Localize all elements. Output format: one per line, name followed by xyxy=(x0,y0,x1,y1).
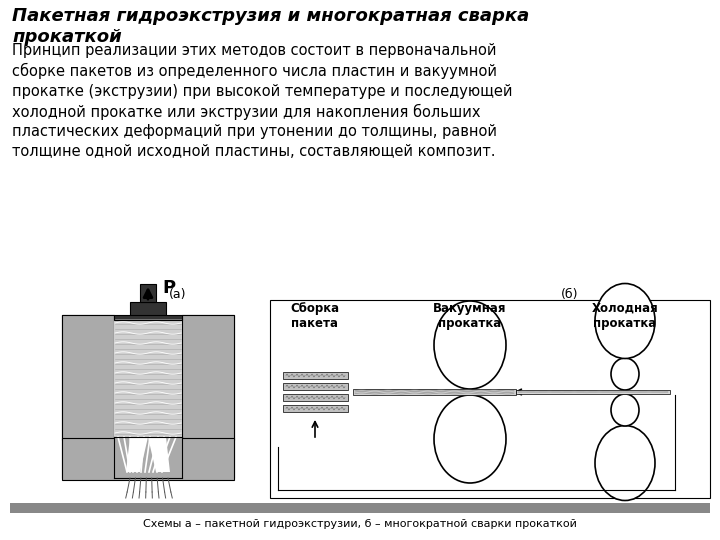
Ellipse shape xyxy=(434,301,506,389)
Ellipse shape xyxy=(611,358,639,390)
Bar xyxy=(283,394,348,401)
Text: (б): (б) xyxy=(562,288,579,301)
Text: (а): (а) xyxy=(169,288,186,301)
Bar xyxy=(62,315,114,478)
Bar xyxy=(283,383,348,390)
Bar xyxy=(140,284,156,302)
Text: Принцип реализации этих методов состоит в первоначальной
сборке пакетов из опред: Принцип реализации этих методов состоит … xyxy=(12,43,513,159)
Bar xyxy=(182,315,234,440)
Bar xyxy=(62,315,114,440)
Bar xyxy=(270,300,710,498)
Ellipse shape xyxy=(611,394,639,426)
Ellipse shape xyxy=(595,284,655,359)
Text: Сборка
пакета: Сборка пакета xyxy=(290,302,340,330)
Bar xyxy=(10,503,710,513)
Text: P: P xyxy=(162,279,175,297)
Bar xyxy=(283,372,348,379)
Bar xyxy=(130,302,166,317)
Polygon shape xyxy=(148,437,170,472)
Text: Вакуумная
прокатка: Вакуумная прокатка xyxy=(433,302,507,330)
Bar xyxy=(283,405,348,412)
Polygon shape xyxy=(126,437,148,472)
Text: Схемы а – пакетной гидроэкструзии, б – многократной сварки прокаткой: Схемы а – пакетной гидроэкструзии, б – м… xyxy=(143,519,577,529)
Ellipse shape xyxy=(434,395,506,483)
Ellipse shape xyxy=(595,426,655,501)
Bar xyxy=(114,315,182,320)
Polygon shape xyxy=(114,437,182,478)
Bar xyxy=(62,438,234,480)
Bar xyxy=(114,317,182,437)
Text: Холодная
прокатка: Холодная прокатка xyxy=(592,302,658,330)
Bar xyxy=(182,315,234,478)
Bar xyxy=(516,390,670,394)
Text: Пакетная гидроэкструзия и многократная сварка
прокаткой: Пакетная гидроэкструзия и многократная с… xyxy=(12,7,529,46)
Bar xyxy=(353,389,516,395)
